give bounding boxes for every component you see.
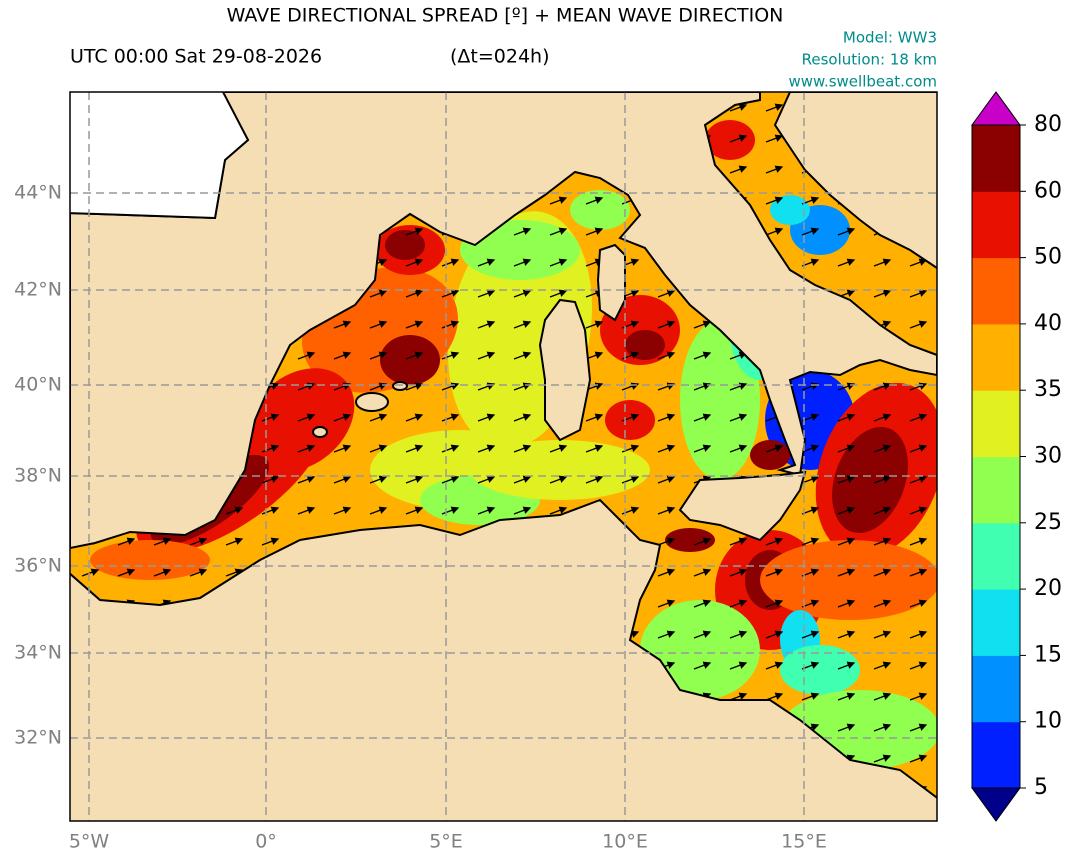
balkans <box>773 92 937 270</box>
colorbar-segment <box>972 390 1020 457</box>
lat-label: 34°N <box>14 642 62 664</box>
colorbar-label: 20 <box>1034 576 1062 601</box>
title: WAVE DIRECTIONAL SPREAD [º] + MEAN WAVE … <box>227 5 784 27</box>
colorbar-segment <box>972 589 1020 656</box>
africa <box>70 498 937 821</box>
lon-label: 0° <box>255 831 277 853</box>
colorbar-label: 30 <box>1034 444 1062 469</box>
ibiza <box>312 426 328 438</box>
lon-label: 5°E <box>429 831 463 853</box>
sardinia <box>538 298 592 442</box>
colorbar-segment <box>972 655 1020 723</box>
lon-label: 5°W <box>69 831 110 853</box>
time-step: (Δt=024h) <box>450 46 550 68</box>
europe <box>70 92 937 550</box>
model: Model: WW3 <box>843 29 937 47</box>
colorbar-label: 10 <box>1034 709 1062 734</box>
menorca <box>392 381 408 391</box>
no-data-area <box>70 92 250 220</box>
map <box>70 92 937 821</box>
colorbar-label: 25 <box>1034 510 1062 535</box>
lat-label: 38°N <box>14 465 62 487</box>
colorbar-segment <box>972 456 1020 524</box>
lat-label: 42°N <box>14 279 62 301</box>
colorbar-label: 80 <box>1034 112 1062 137</box>
colorbar-segment <box>972 125 1020 192</box>
colorbar-label: 50 <box>1034 245 1062 270</box>
colorbar-label: 35 <box>1034 377 1062 402</box>
colorbar-segment <box>972 522 1020 590</box>
lat-label: 40°N <box>14 374 62 396</box>
lon-label: 15°E <box>781 831 827 853</box>
website: www.swellbeat.com <box>789 73 937 91</box>
colorbar-label: 40 <box>1034 311 1062 336</box>
colorbar-segment <box>972 257 1020 325</box>
colorbar-under <box>971 787 1021 822</box>
colorbar: 5 10 15 20 25 30 35 40 50 60 80 <box>971 91 1062 822</box>
colorbar-label: 60 <box>1034 178 1062 203</box>
colorbar-segment <box>972 323 1020 391</box>
sicily <box>678 470 807 542</box>
graticule <box>70 92 937 821</box>
colorbar-segment <box>972 721 1020 789</box>
colorbar-segment <box>972 191 1020 259</box>
map-frame <box>69 91 938 822</box>
axis-labels: 5°W 0° 5°E 10°E 15°E 44°N 42°N 40°N 38°N 36°N 34°N… <box>14 182 827 853</box>
corsica <box>596 243 626 322</box>
lat-label: 44°N <box>14 182 62 204</box>
mallorca <box>355 392 389 412</box>
lat-label: 36°N <box>14 555 62 577</box>
colorbar-over <box>971 91 1021 126</box>
lon-label: 10°E <box>602 831 648 853</box>
time: UTC 00:00 Sat 29-08-2026 <box>70 46 322 68</box>
resolution: Resolution: 18 km <box>802 51 937 69</box>
colorbar-label: 5 <box>1034 775 1048 800</box>
lat-label: 32°N <box>14 727 62 749</box>
colorbar-label: 15 <box>1034 642 1062 667</box>
